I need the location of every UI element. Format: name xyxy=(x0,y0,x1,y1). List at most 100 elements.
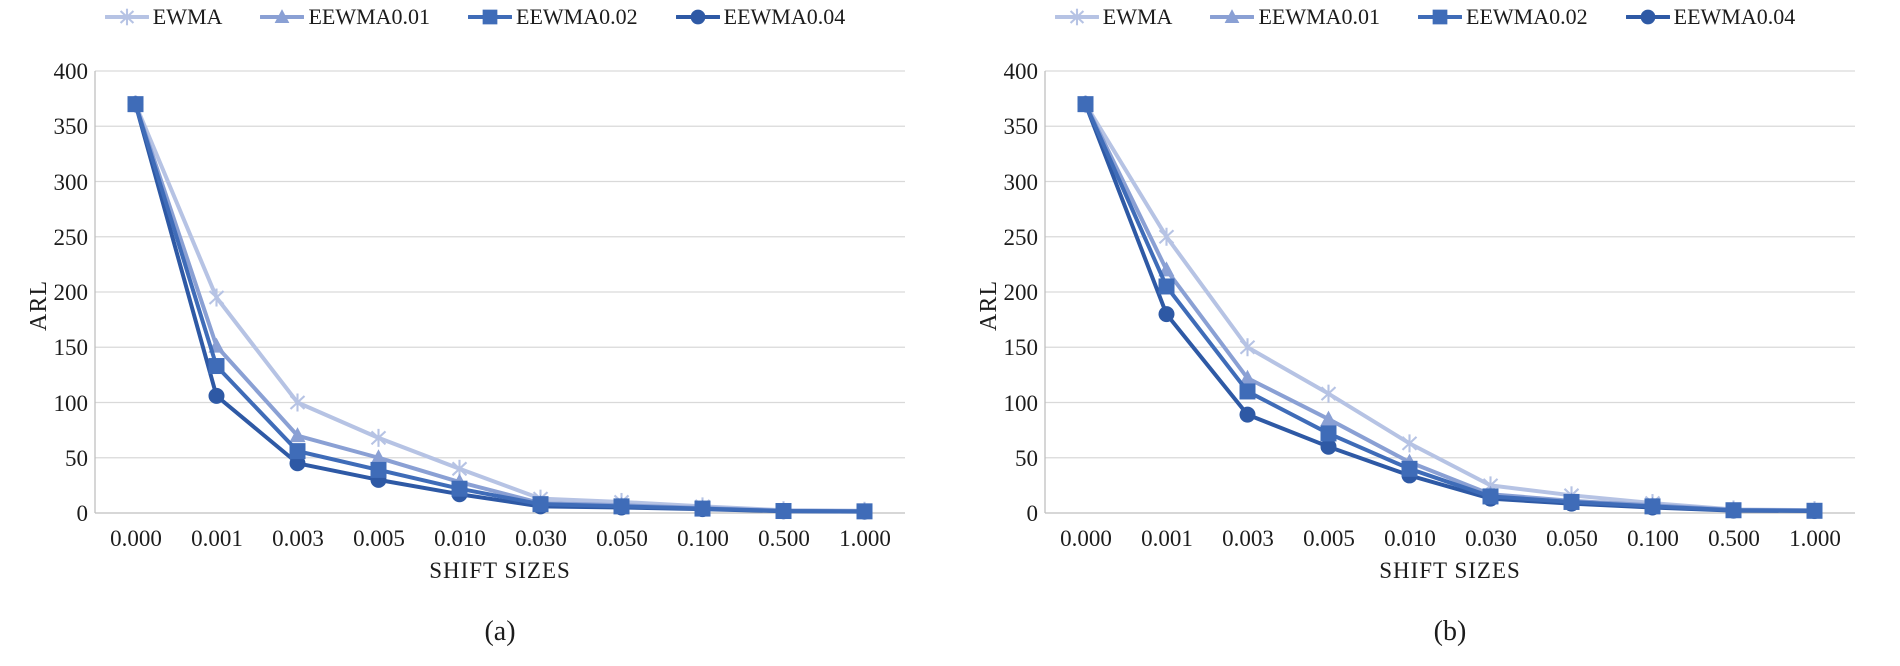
circle-marker xyxy=(208,387,225,404)
triangle-marker xyxy=(1225,9,1240,23)
series-eewma0.02 xyxy=(1077,96,1823,519)
square-marker xyxy=(208,358,225,375)
legend-label: EEWMA0.02 xyxy=(516,4,638,29)
square-marker xyxy=(1725,502,1742,519)
legend-label: EEWMA0.04 xyxy=(723,4,846,29)
square-marker xyxy=(482,9,498,25)
star-marker xyxy=(1401,434,1418,453)
legend-label: EEWMA0.04 xyxy=(1673,4,1796,29)
y-axis-tick-label: 150 xyxy=(1003,335,1039,361)
x-axis-tick-label: 0.005 xyxy=(1303,526,1355,551)
star-marker xyxy=(119,8,134,26)
y-axis-tick-label: 200 xyxy=(53,280,89,305)
legend-label: EEWMA0.01 xyxy=(1258,4,1381,29)
circle-marker xyxy=(289,455,306,472)
caption-a: (a) xyxy=(484,616,516,647)
triangle-legend-swatch xyxy=(1210,9,1255,23)
y-axis-tick-label: 200 xyxy=(1003,280,1039,305)
y-axis-tick-label: 100 xyxy=(1003,390,1039,416)
y-axis-tick-label: 300 xyxy=(53,169,89,195)
y-axis-tick-label: 350 xyxy=(1003,114,1039,140)
x-axis-tick-label: 0.005 xyxy=(353,526,405,551)
triangle-marker xyxy=(289,427,306,443)
circle-legend-swatch xyxy=(675,9,720,25)
series-eewma0.01 xyxy=(127,95,873,518)
triangle-marker xyxy=(275,9,290,23)
x-axis-tick-label: 0.010 xyxy=(1384,526,1436,551)
series-eewma0.01 xyxy=(1077,95,1823,518)
square-marker xyxy=(694,500,711,517)
x-axis-tick-label: 0.001 xyxy=(1141,526,1193,551)
legend-item-eewma0.01: EEWMA0.01 xyxy=(260,6,430,28)
square-marker xyxy=(1077,96,1094,113)
square-legend-swatch xyxy=(1418,9,1463,25)
caption-b: (b) xyxy=(1433,616,1467,647)
circle-legend-swatch xyxy=(1625,9,1670,25)
chart-panel-b: EWMA EEWMA0.01 EEWMA0.02 EEWMA0.04 ARL SHIF… xyxy=(950,0,1900,666)
legend-label: EEWMA0.01 xyxy=(308,4,431,29)
y-axis-tick-label: 400 xyxy=(53,59,89,84)
series-ewma xyxy=(127,95,873,520)
y-axis-tick-label: 0 xyxy=(1026,501,1039,526)
y-axis-tick-label: 0 xyxy=(76,501,89,526)
star-marker xyxy=(289,393,306,412)
y-axis-tick-label: 400 xyxy=(1003,59,1039,84)
square-marker xyxy=(1644,498,1661,515)
x-axis-tick-label: 0.100 xyxy=(677,526,729,551)
x-axis-title-a: SHIFT SIZES xyxy=(429,558,571,583)
y-axis-tick-label: 350 xyxy=(53,114,89,140)
triangle-marker xyxy=(1320,410,1337,426)
star-legend-swatch xyxy=(1054,8,1099,26)
series-eewma0.04 xyxy=(127,96,873,520)
legend-item-eewma0.04: EEWMA0.04 xyxy=(1625,4,1796,29)
star-marker xyxy=(208,288,225,307)
square-marker xyxy=(775,503,792,520)
star-marker xyxy=(370,428,387,447)
line-chart-a xyxy=(94,70,905,520)
x-axis-tick-label: 0.030 xyxy=(515,526,567,551)
y-axis-tick-label: 250 xyxy=(1003,224,1039,250)
series-line xyxy=(1083,102,1817,513)
series-ewma xyxy=(1077,95,1823,520)
circle-marker xyxy=(690,9,705,25)
x-axis-tick-label: 1.000 xyxy=(839,526,891,551)
square-marker xyxy=(1158,278,1175,295)
legend-item-eewma0.01: EEWMA0.01 xyxy=(1210,6,1380,28)
legend-label: EEWMA0.02 xyxy=(1466,4,1588,29)
square-marker xyxy=(532,496,549,513)
x-axis-tick-label: 0.050 xyxy=(1546,526,1598,551)
legend-item-eewma0.04: EEWMA0.04 xyxy=(675,4,846,29)
y-axis-tick-label: 250 xyxy=(53,224,89,250)
legend-item-eewma0.02: EEWMA0.02 xyxy=(1418,6,1588,28)
series-line xyxy=(133,102,867,514)
legend-label: EWMA xyxy=(1102,4,1173,29)
line-chart-b xyxy=(1044,70,1855,520)
series-line xyxy=(1083,102,1817,513)
series-line xyxy=(133,102,867,514)
star-legend-swatch xyxy=(104,8,149,26)
legend-b: EWMA EEWMA0.01 EEWMA0.02 EEWMA0.04 xyxy=(950,0,1900,34)
legend-item-ewma: EWMA xyxy=(1054,4,1173,29)
square-marker xyxy=(370,461,387,478)
star-marker xyxy=(1239,338,1256,357)
x-axis-tick-label: 0.003 xyxy=(1222,526,1274,551)
circle-marker xyxy=(1239,406,1256,423)
square-marker xyxy=(856,503,873,520)
y-axis-tick-label: 150 xyxy=(53,335,89,361)
triangle-marker xyxy=(370,449,387,465)
square-marker xyxy=(1563,493,1580,510)
square-marker xyxy=(1320,425,1337,442)
y-axis-tick-label: 50 xyxy=(1015,445,1038,471)
square-marker xyxy=(613,498,630,515)
circle-marker xyxy=(1640,9,1655,25)
square-marker xyxy=(289,443,306,460)
x-axis-tick-label: 1.000 xyxy=(1789,526,1841,551)
square-marker xyxy=(1482,488,1499,505)
x-axis-title-b: SHIFT SIZES xyxy=(1379,558,1521,583)
x-axis-tick-label: 0.003 xyxy=(272,526,324,551)
star-marker xyxy=(1069,8,1084,26)
star-marker xyxy=(1158,227,1175,246)
legend-label: EWMA xyxy=(152,4,223,29)
y-axis-tick-label: 100 xyxy=(53,390,89,416)
circle-marker xyxy=(1320,438,1337,455)
